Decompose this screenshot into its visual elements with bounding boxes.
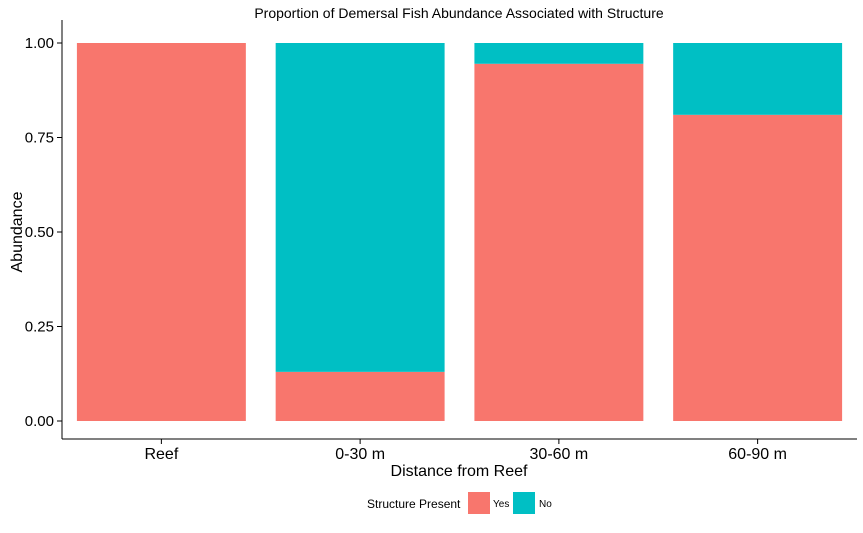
x-tick-label: 30-60 m [530,446,589,463]
bar-60-90m-no [673,43,843,115]
bar-60-90m-yes [673,114,843,421]
legend-items: Yes No [468,492,552,514]
bars-layer [76,43,843,421]
y-tick-label: 0.75 [25,130,54,147]
y-tick-label: 0.00 [25,413,54,430]
bar-0-30m-yes [275,371,445,421]
x-axis-ticks: Reef 0-30 m 30-60 m 60-90 m [144,439,787,463]
legend-label-yes: Yes [493,499,509,510]
x-tick-label: 0-30 m [335,446,385,463]
chart-title: Proportion of Demersal Fish Abundance As… [254,5,664,21]
legend-title: Structure Present [367,497,461,511]
legend-label-no: No [539,499,552,510]
y-tick-label: 0.25 [25,319,54,336]
y-tick-label: 1.00 [25,35,54,52]
x-tick-label: Reef [144,446,178,463]
y-tick-label: 0.50 [25,224,54,241]
bar-0-30m-no [275,43,445,372]
bar-30-60m-yes [474,63,644,421]
y-axis-title: Abundance [9,191,26,272]
bar-30-60m-no [474,43,644,64]
bar-reef-yes [76,43,246,421]
legend: Structure Present Yes No [367,492,552,514]
legend-key-no [513,492,535,514]
legend-key-yes [468,492,490,514]
y-axis-ticks: 0.00 0.25 0.50 0.75 1.00 [25,35,62,430]
x-axis-title: Distance from Reef [391,463,528,480]
x-tick-label: 60-90 m [728,446,787,463]
